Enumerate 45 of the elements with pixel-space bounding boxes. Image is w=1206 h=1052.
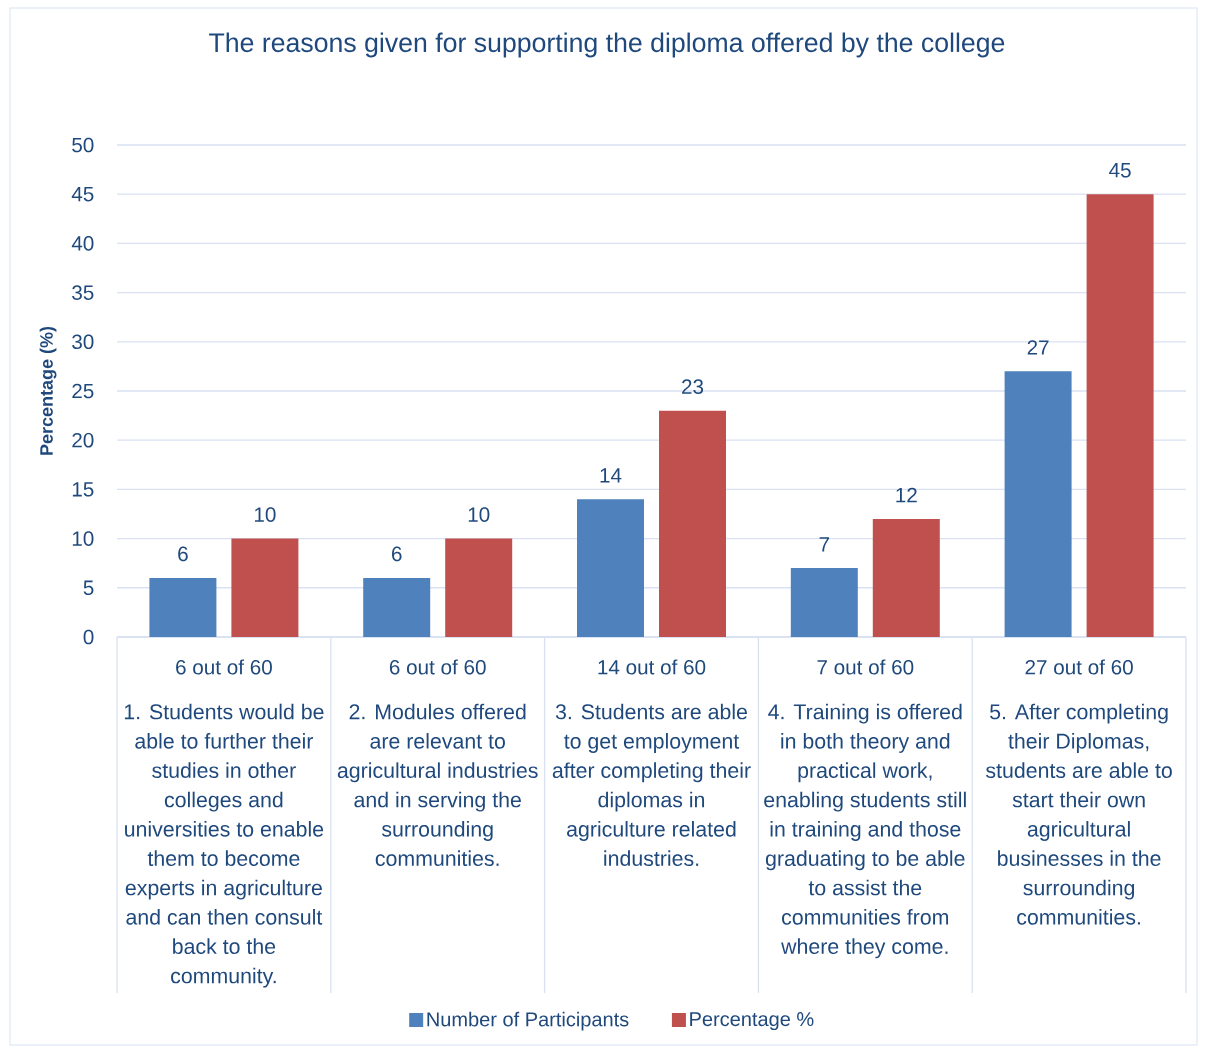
data-label: 6 [178,546,188,562]
legend-label: Number of Participants [427,1011,629,1031]
bar [1086,194,1154,637]
data-label: 27 [1027,340,1049,355]
category-label: 4. Training is offered in both theory and practical work, enabling students still in training and those graduating to be able to assist the communities from where they come. [764,703,966,959]
y-tick-label: 15 [72,482,94,497]
bar [149,577,217,637]
text: 6 out of 60 [389,659,486,675]
data-label: 45 [1109,163,1131,178]
bar [872,518,940,637]
y-tick-label: 20 [72,432,94,448]
y-tick-label: 0 [83,629,94,645]
y-tick-label: 45 [71,186,94,202]
y-tick-label: 35 [72,285,94,300]
data-label: 10 [468,507,490,522]
data-label: 14 [600,468,622,483]
y-axis-title: Percentage (%) [39,326,57,455]
bar [577,499,645,637]
x-tick-label: 3. Students are able to get employment after completing their diplomas in agriculture related industries. [552,703,751,867]
data-label: 6 [392,546,402,562]
data-label: 12 [896,487,917,503]
bar [1004,371,1072,637]
data-label: 7 [819,537,830,552]
x-tick-label: 5. After completing their Diplomas, students are able to start their own agricultural businesses in the surrounding communities. [985,703,1172,925]
text: 27 out of 60 [1025,659,1133,675]
text: 14 out of 60 [598,659,706,675]
y-tick-label: 30 [72,334,94,350]
text: 7 out of 60 [817,659,914,675]
bar [363,577,431,637]
category-label: 1. Students would be able to further their studies in other colleges and universities to enable them to become experts in agriculture and can then consult back to the community. [124,703,324,988]
y-tick-label: 25 [72,383,94,399]
y-tick-label: 40 [71,236,94,251]
bar [445,538,513,637]
bar [231,538,299,637]
y-tick-label: 5 [83,580,94,596]
bar [659,410,726,637]
chart-title: The reasons given for supporting the diploma offered by the college [209,32,1005,58]
y-tick-label: 50 [72,137,94,153]
data-label: 10 [254,507,276,522]
y-tick-label: 10 [72,531,94,546]
data-label: 23 [682,379,704,394]
bar [790,568,858,637]
x-tick-label: 2. Modules offered are relevant to agricultural industries and in serving the surrounding communities. [337,703,538,867]
text: 6 out of 60 [176,659,272,675]
legend-label: Percentage % [690,1012,814,1031]
